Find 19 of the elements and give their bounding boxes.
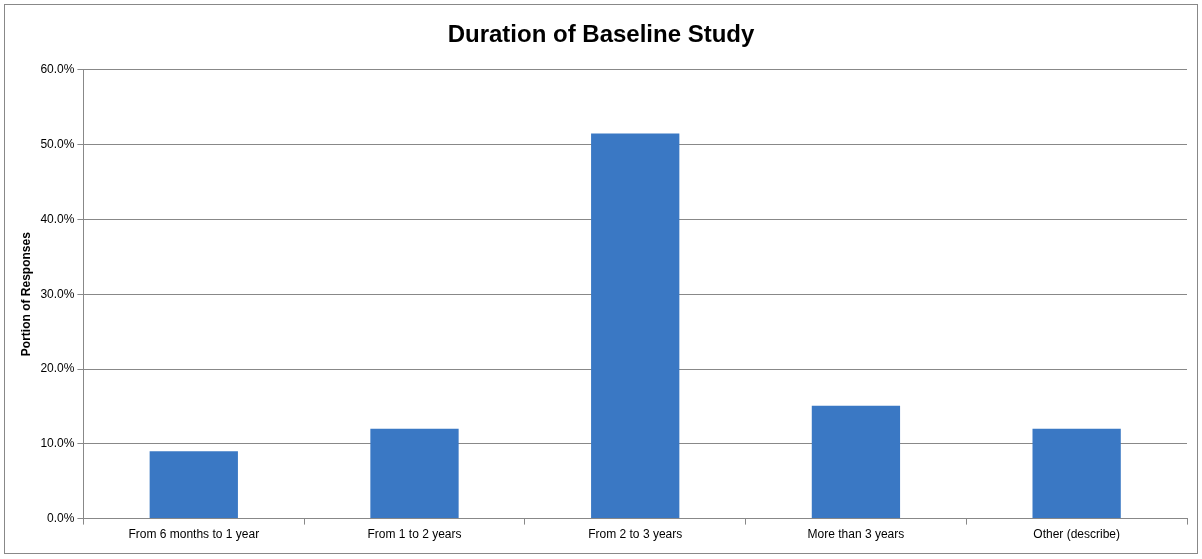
x-tick-label: More than 3 years xyxy=(807,527,905,542)
y-tick-label: 0.0% xyxy=(47,510,75,525)
y-axis-title: Portion of Responses xyxy=(18,231,33,357)
x-tick-label: From 1 to 2 years xyxy=(367,527,462,542)
y-tick-label: 60.0% xyxy=(40,62,75,77)
bar xyxy=(1032,428,1121,519)
x-tick-label: From 6 months to 1 year xyxy=(128,527,260,542)
y-tick-label: 30.0% xyxy=(40,286,75,301)
bar xyxy=(591,133,680,519)
y-tick-label: 10.0% xyxy=(40,436,75,451)
y-tick-label: 20.0% xyxy=(40,361,75,376)
y-tick-label: 50.0% xyxy=(40,136,75,151)
x-tick-label: Other (describe) xyxy=(1033,527,1120,542)
y-tick-label: 40.0% xyxy=(40,211,75,226)
chart-title: Duration of Baseline Study xyxy=(447,20,755,48)
bar xyxy=(149,451,238,519)
x-tick-label: From 2 to 3 years xyxy=(588,527,683,542)
bar xyxy=(811,405,901,519)
bar xyxy=(370,428,459,519)
